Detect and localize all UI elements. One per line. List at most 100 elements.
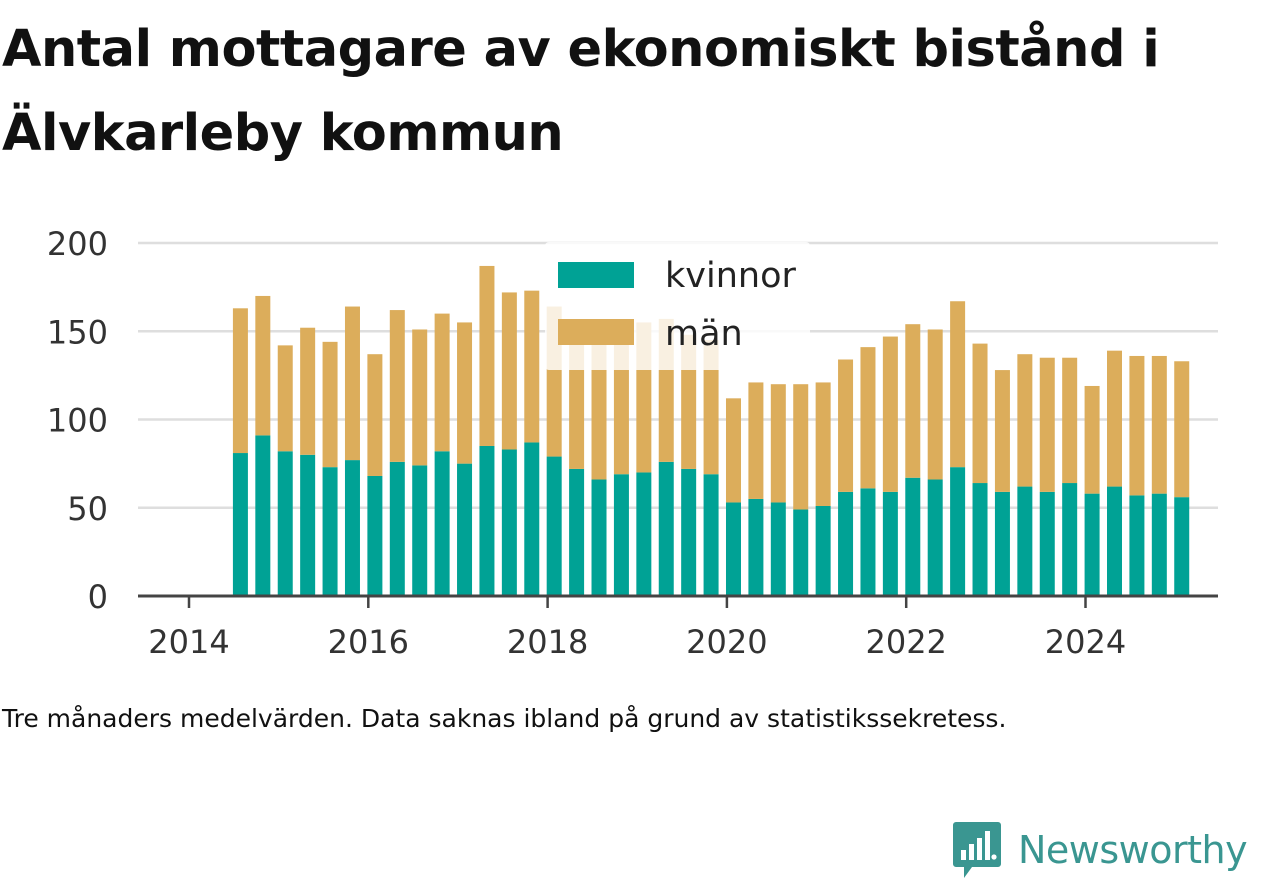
bar-kvinnor-2016-10 — [457, 463, 473, 596]
brand-logo: Newsworthy — [952, 820, 1248, 880]
bar-kvinnor-2019-07 — [703, 474, 719, 596]
bar-kvinnor-2014-07 — [255, 435, 271, 596]
bar-man-2015-07 — [344, 306, 360, 461]
bar-man-2023-04 — [1039, 357, 1055, 492]
x-tick-label-2024: 2024 — [1045, 623, 1126, 661]
bar-man-2017-04 — [501, 292, 517, 450]
bar-man-2017-01 — [479, 265, 495, 446]
y-tick-label-200: 200 — [47, 225, 108, 263]
bar-kvinnor-2015-04 — [322, 467, 338, 596]
bar-man-2022-01 — [927, 329, 943, 480]
bar-kvinnor-2021-07 — [882, 491, 898, 596]
bar-kvinnor-2022-10 — [994, 491, 1010, 596]
bar-kvinnor-2020-04 — [770, 502, 786, 596]
legend: kvinnor män — [545, 242, 810, 370]
bar-man-2024-10 — [1174, 361, 1190, 498]
bar-kvinnor-2014-10 — [277, 451, 293, 596]
bar-man-2017-07 — [524, 290, 540, 443]
bar-man-2020-01 — [748, 382, 764, 499]
bars — [232, 265, 1190, 596]
bar-man-2015-04 — [322, 341, 338, 468]
bar-kvinnor-2015-01 — [300, 454, 316, 596]
bar-man-2014-04 — [232, 308, 248, 454]
bar-man-2023-07 — [1062, 357, 1078, 484]
bar-man-2020-07 — [793, 384, 809, 510]
bar-kvinnor-2023-07 — [1062, 483, 1078, 596]
bar-kvinnor-2019-01 — [658, 461, 674, 596]
bar-kvinnor-2019-10 — [725, 502, 741, 596]
bar-man-2024-07 — [1151, 355, 1167, 494]
bar-kvinnor-2024-10 — [1174, 497, 1190, 596]
bar-kvinnor-2019-04 — [681, 468, 697, 596]
bar-kvinnor-2024-01 — [1107, 486, 1122, 596]
bar-kvinnor-2020-01 — [748, 498, 764, 596]
bar-man-2016-10 — [457, 322, 473, 464]
bar-kvinnor-2023-01 — [1017, 486, 1033, 596]
bar-man-2021-10 — [905, 324, 921, 478]
x-tick-label-2020: 2020 — [686, 623, 767, 661]
bar-kvinnor-2024-04 — [1129, 495, 1145, 596]
bar-man-2021-04 — [860, 347, 876, 489]
bar-man-2021-01 — [838, 359, 854, 492]
y-tick-label-100: 100 — [47, 402, 108, 440]
bar-kvinnor-2021-04 — [860, 488, 876, 596]
x-tick-label-2014: 2014 — [148, 623, 229, 661]
bar-man-2020-10 — [815, 382, 831, 506]
bar-man-2019-07 — [703, 340, 719, 475]
bar-kvinnor-2018-07 — [613, 474, 629, 596]
bar-kvinnor-2020-10 — [815, 505, 831, 596]
chart-title: Antal mottagare av ekonomiskt bistånd i … — [2, 20, 1160, 163]
bar-man-2015-01 — [300, 327, 316, 455]
bar-man-2019-10 — [725, 398, 741, 503]
bar-kvinnor-2022-01 — [927, 479, 943, 596]
bar-man-2014-10 — [277, 345, 293, 452]
bar-man-2022-10 — [994, 370, 1010, 492]
bar-man-2014-07 — [255, 295, 271, 436]
legend-swatch-kvinnor — [558, 262, 634, 288]
x-tick-label-2022: 2022 — [865, 623, 946, 661]
bar-kvinnor-2016-01 — [389, 461, 405, 596]
stacked-bar-chart: 0 50 100 150 200 2014 2016 2018 2020 2022 2024 kvi… — [47, 225, 1218, 661]
bar-kvinnor-2024-07 — [1151, 493, 1167, 596]
x-tick-label-2018: 2018 — [507, 623, 588, 661]
bar-kvinnor-2017-04 — [501, 449, 517, 596]
legend-swatch-man — [558, 319, 634, 345]
bar-man-2015-10 — [367, 354, 383, 476]
bar-kvinnor-2016-07 — [434, 451, 450, 596]
y-tick-label-50: 50 — [67, 490, 108, 528]
bar-man-2023-01 — [1017, 354, 1033, 487]
newsworthy-icon — [953, 822, 1001, 878]
bar-kvinnor-2014-04 — [232, 453, 248, 596]
bar-man-2023-10 — [1084, 385, 1100, 494]
legend-label-man: män — [665, 314, 743, 354]
y-tick-label-0: 0 — [88, 578, 108, 616]
bar-kvinnor-2022-07 — [972, 483, 988, 596]
bar-kvinnor-2018-01 — [569, 468, 585, 596]
bar-kvinnor-2021-10 — [905, 477, 921, 596]
bar-kvinnor-2022-04 — [950, 467, 966, 596]
bar-man-2020-04 — [770, 384, 786, 503]
bar-kvinnor-2015-10 — [367, 475, 383, 596]
bar-kvinnor-2015-07 — [344, 460, 360, 596]
bar-man-2016-04 — [412, 329, 428, 466]
bar-kvinnor-2017-10 — [546, 456, 562, 596]
bar-man-2021-07 — [882, 336, 898, 492]
brand-name: Newsworthy — [1018, 828, 1248, 872]
bar-kvinnor-2016-04 — [412, 465, 428, 596]
bar-man-2016-07 — [434, 313, 450, 452]
bar-man-2016-01 — [389, 310, 405, 462]
bar-kvinnor-2018-10 — [636, 472, 652, 596]
bar-kvinnor-2021-01 — [838, 491, 854, 596]
bar-kvinnor-2017-01 — [479, 445, 495, 596]
bar-kvinnor-2020-07 — [793, 509, 809, 596]
footnote: Tre månaders medelvärden. Data saknas ib… — [2, 704, 1007, 733]
bar-man-2024-04 — [1129, 355, 1145, 496]
bar-kvinnor-2017-07 — [524, 442, 540, 596]
bar-man-2022-04 — [950, 301, 966, 468]
bar-kvinnor-2018-04 — [591, 479, 607, 596]
x-tick-label-2016: 2016 — [328, 623, 409, 661]
bar-kvinnor-2023-10 — [1084, 493, 1100, 596]
bar-man-2024-01 — [1107, 350, 1122, 487]
bar-kvinnor-2023-04 — [1039, 491, 1055, 596]
legend-label-kvinnor: kvinnor — [665, 256, 796, 296]
